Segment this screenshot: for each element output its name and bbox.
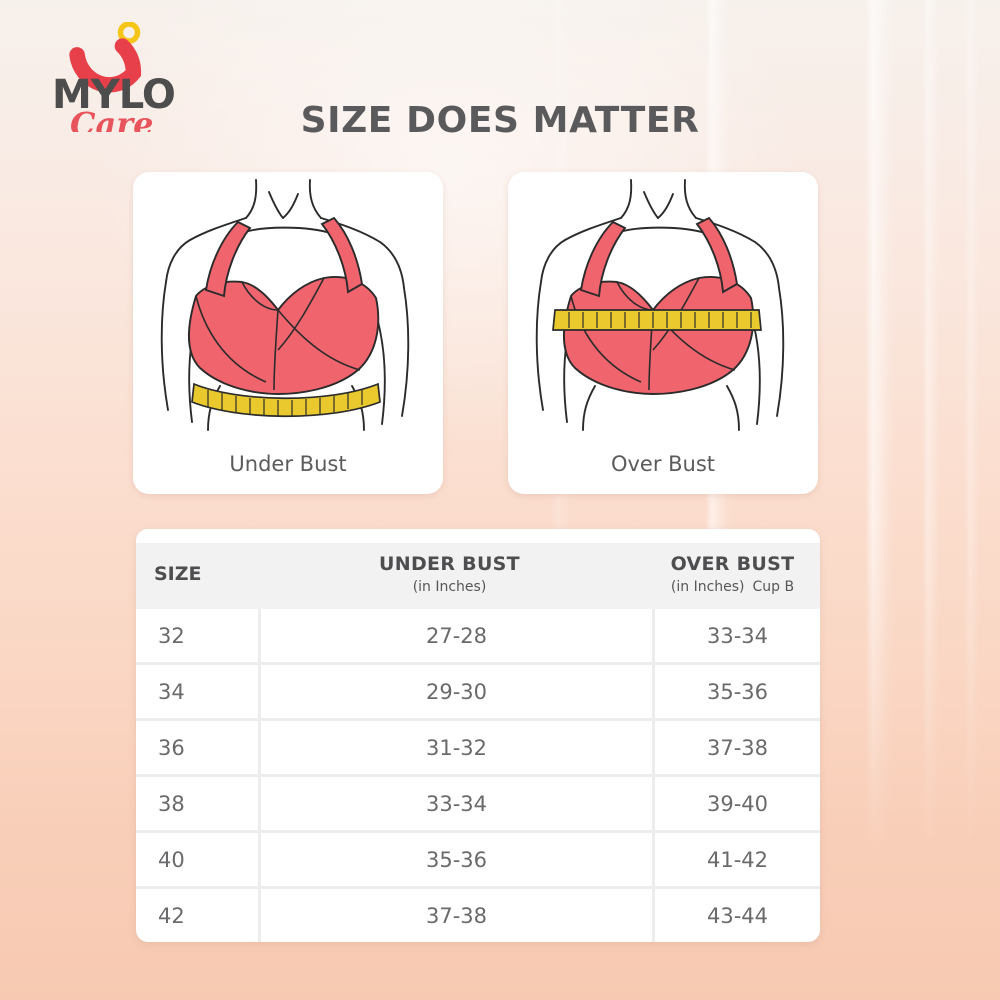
svg-text:MYLO: MYLO: [52, 72, 175, 118]
table-row: 34 29-30 35-36: [136, 662, 820, 718]
tape-measure-over: [552, 309, 762, 331]
cell-under-bust: 35-36: [258, 833, 652, 886]
cell-under-bust: 31-32: [258, 721, 652, 774]
column-header-under-bust: UNDER BUST (in Inches): [254, 543, 645, 609]
cell-over-bust: 35-36: [652, 665, 820, 718]
column-header-size: SIZE: [154, 563, 202, 585]
cell-size: 36: [158, 735, 185, 760]
cell-under-bust: 27-28: [258, 609, 652, 662]
column-header-under-bust-unit: (in Inches): [412, 579, 487, 595]
torso-over-bust-measure-icon: [508, 178, 818, 436]
illustration-card-over-bust: Over Bust: [508, 172, 818, 494]
column-header-over-bust-title: OVER BUST: [670, 553, 795, 575]
cell-over-bust: 33-34: [652, 609, 820, 662]
table-top-spacer: [136, 529, 820, 543]
over-bust-cup-note: Cup B: [752, 579, 795, 595]
torso-under-bust-measure-icon: [133, 178, 443, 436]
card-label-under-bust: Under Bust: [229, 452, 347, 476]
cell-under-bust: 29-30: [258, 665, 652, 718]
table-row: 36 31-32 37-38: [136, 718, 820, 774]
column-header-over-bust: OVER BUST (in Inches) Cup B: [645, 543, 820, 609]
page-title: SIZE DOES MATTER: [300, 100, 700, 141]
cell-over-bust: 39-40: [652, 777, 820, 830]
column-header-under-bust-title: UNDER BUST: [379, 553, 520, 575]
card-label-over-bust: Over Bust: [610, 452, 716, 476]
table-body: 32 27-28 33-34 34 29-30 35-36 36 31-32 37-38 38 33…: [136, 609, 820, 942]
cell-size: 40: [158, 847, 185, 872]
mylo-smile-logo-icon: MYLO Care: [52, 22, 176, 132]
cell-size: 42: [158, 903, 185, 928]
cell-size: 34: [158, 679, 185, 704]
brand-logo: MYLO Care: [52, 22, 222, 132]
table-header: SIZE UNDER BUST (in Inches) OVER BUST (i…: [136, 529, 820, 609]
table-row: 42 37-38 43-44: [136, 886, 820, 942]
table-row: 38 33-34 39-40: [136, 774, 820, 830]
illustration-card-under-bust: Under Bust: [133, 172, 443, 494]
cell-over-bust: 41-42: [652, 833, 820, 886]
svg-text:Care: Care: [70, 105, 153, 132]
cell-over-bust: 37-38: [652, 721, 820, 774]
column-header-over-bust-unit: (in Inches) Cup B: [645, 579, 820, 595]
cell-size: 32: [158, 623, 185, 648]
table-row: 32 27-28 33-34: [136, 609, 820, 662]
over-bust-unit-text: (in Inches): [670, 579, 745, 595]
size-chart-table: SIZE UNDER BUST (in Inches) OVER BUST (i…: [136, 529, 820, 942]
cell-over-bust: 43-44: [652, 889, 820, 942]
cell-under-bust: 37-38: [258, 889, 652, 942]
tape-measure-under: [191, 382, 381, 418]
cell-size: 38: [158, 791, 185, 816]
table-row: 40 35-36 41-42: [136, 830, 820, 886]
cell-under-bust: 33-34: [258, 777, 652, 830]
